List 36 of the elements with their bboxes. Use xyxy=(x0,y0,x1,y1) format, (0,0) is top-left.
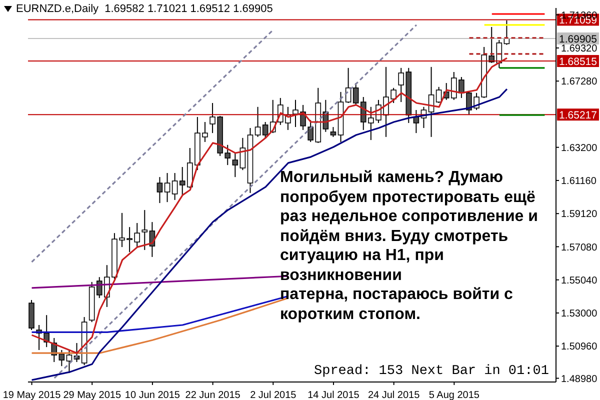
candlestick xyxy=(156,176,163,204)
candlestick xyxy=(262,122,268,138)
y-tick-label: 1.48980 xyxy=(561,374,598,385)
annotation: Могильный камень? Думаю попробуем протестировать ещё раз недельное сопротивление и пойдём вниз. Буду смотреть ситуацию на H1, при возникновении патерна, постараюсь войти с коротким стопом. xyxy=(280,168,538,324)
y-tick-label: 1.55040 xyxy=(561,275,598,286)
x-tick-label: 19 May 2015 xyxy=(2,390,62,400)
candlestick xyxy=(142,210,148,250)
chart-title: EURNZD.e,Daily 1.69582 1.71021 1.69512 1.69905 xyxy=(16,3,273,15)
x-tick-label: 29 May 2015 xyxy=(63,390,122,400)
ref-line-label: 1.69905 xyxy=(559,33,598,46)
candlestick xyxy=(254,106,261,138)
candlestick xyxy=(232,152,238,178)
candlestick xyxy=(172,172,178,200)
y-tick-label: 1.53000 xyxy=(561,308,598,320)
candlestick xyxy=(352,82,359,106)
x-tick-label: 22 Jun 2015 xyxy=(185,390,241,400)
candlestick xyxy=(436,86,442,104)
candlestick xyxy=(58,350,65,367)
x-tick-label: 2 Jul 2015 xyxy=(250,390,297,400)
y-tick-label: 1.67280 xyxy=(561,76,598,88)
y-tick-label: 1.50960 xyxy=(561,342,598,353)
candlestick xyxy=(330,126,336,138)
ref-line-label: 1.65217 xyxy=(559,110,598,122)
y-tick-label: 1.69320 xyxy=(561,44,598,54)
y-tick-label: 1.59120 xyxy=(561,209,598,220)
x-tick-label: 24 Jul 2015 xyxy=(368,390,420,400)
ref-line-label: 1.68515 xyxy=(559,56,598,68)
y-tick-label: 1.57080 xyxy=(561,242,598,254)
y-tick-label: 1.63200 xyxy=(561,142,598,154)
candlestick xyxy=(66,350,72,374)
x-tick-label: 5 Aug 2015 xyxy=(428,390,480,400)
x-tick-label: 14 Jul 2015 xyxy=(308,390,360,400)
candlestick xyxy=(164,172,170,203)
x-tick-label: 10 Jun 2015 xyxy=(124,390,180,400)
y-tick-label: 1.61160 xyxy=(561,176,597,188)
annotation: Spread: 153 Next Bar in 01:01 xyxy=(314,364,549,379)
